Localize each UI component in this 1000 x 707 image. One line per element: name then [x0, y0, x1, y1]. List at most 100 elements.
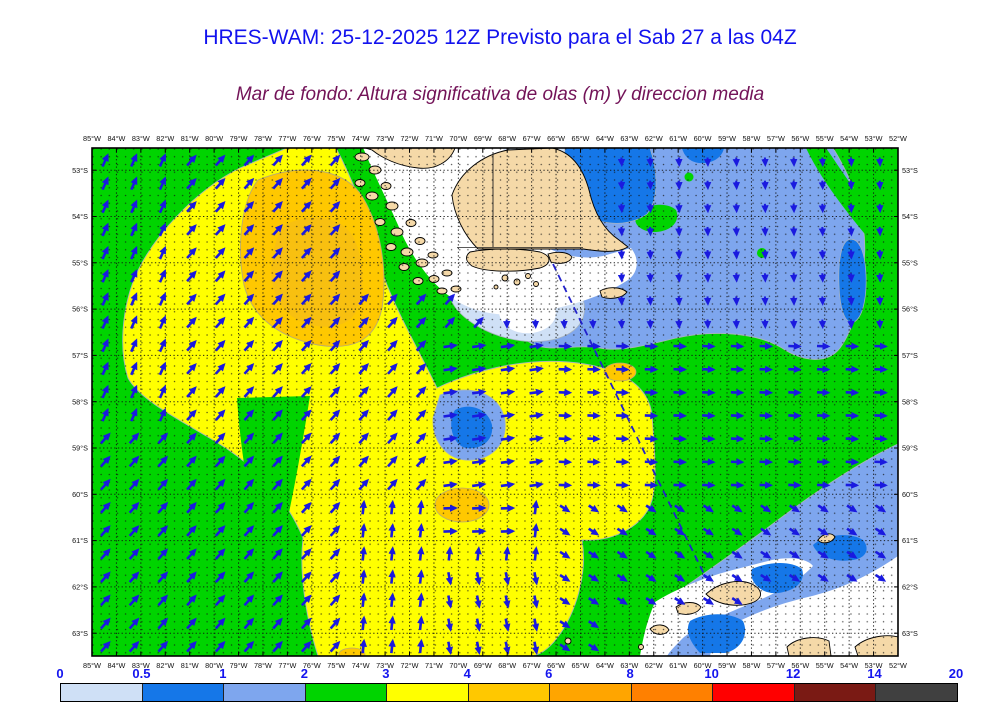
wave-direction-arrow: [645, 573, 657, 582]
wave-direction-arrow: [186, 293, 197, 306]
wave-direction-arrow: [243, 432, 255, 445]
wave-direction-arrow: [388, 546, 396, 561]
wave-direction-arrow: [214, 640, 226, 653]
wave-direction-arrow: [417, 569, 425, 584]
wave-direction-arrow: [443, 365, 458, 373]
wave-direction-arrow: [272, 617, 283, 630]
wave-direction-arrow: [272, 154, 283, 167]
wave-direction-arrow: [471, 411, 487, 420]
wave-direction-arrow: [130, 222, 138, 237]
wave-direction-arrow: [587, 620, 600, 629]
wave-direction-arrow: [130, 361, 138, 376]
wave-direction-arrow: [587, 597, 600, 605]
wave-direction-arrow: [587, 504, 600, 513]
lat-label-right: 54°S: [902, 212, 918, 221]
wave-direction-arrow: [300, 548, 312, 560]
wave-direction-arrow: [359, 638, 368, 654]
lat-label-right: 55°S: [902, 258, 918, 267]
lat-label-left: 58°S: [72, 397, 88, 406]
wave-direction-arrow: [101, 292, 109, 306]
wave-direction-arrow: [157, 617, 169, 630]
wave-direction-arrow: [529, 365, 544, 373]
wave-direction-arrow: [415, 432, 427, 445]
wave-direction-arrow: [587, 550, 600, 559]
lon-label-top: 61°W: [669, 134, 687, 143]
wave-direction-arrow: [272, 594, 283, 607]
wave-direction-arrow: [329, 316, 341, 329]
lon-label-bottom: 85°W: [83, 661, 101, 670]
wave-direction-arrow: [702, 597, 714, 605]
wave-direction-arrow: [358, 339, 369, 352]
wave-direction-arrow: [214, 594, 226, 607]
wave-direction-arrow: [186, 363, 197, 375]
wave-direction-arrow: [587, 527, 600, 536]
wave-direction-arrow: [817, 550, 829, 559]
lat-label-right: 56°S: [902, 305, 918, 314]
wave-direction-arrow: [531, 499, 540, 515]
lat-label-left: 57°S: [72, 351, 88, 360]
wave-direction-arrow: [186, 617, 197, 630]
wave-direction-arrow: [471, 388, 487, 397]
wave-direction-arrow: [387, 409, 398, 421]
wave-direction-arrow: [158, 268, 167, 283]
wave-direction-arrow: [272, 247, 283, 259]
colorbar-tick-label: 6: [545, 666, 553, 681]
wave-direction-arrow: [359, 615, 368, 631]
wave-direction-arrow: [874, 504, 887, 513]
lon-label-top: 55°W: [816, 134, 834, 143]
colorbar-segment-3-4: [387, 684, 469, 701]
wave-direction-arrow: [101, 315, 109, 330]
wave-direction-arrow: [243, 247, 255, 259]
lon-label-bottom: 73°W: [376, 661, 394, 670]
wave-direction-arrow: [616, 527, 628, 536]
wave-direction-arrow: [846, 550, 858, 559]
lon-label-top: 72°W: [401, 134, 419, 143]
lon-label-bottom: 66°W: [547, 661, 565, 670]
wave-direction-arrow: [300, 478, 312, 491]
wave-direction-arrow: [388, 615, 396, 631]
wave-direction-arrow: [415, 409, 427, 421]
lat-label-left: 55°S: [72, 258, 88, 267]
wave-direction-arrow: [329, 501, 341, 514]
wave-direction-arrow: [300, 247, 312, 259]
wave-direction-arrow: [186, 478, 197, 491]
wave-direction-arrow: [272, 316, 283, 329]
wave-direction-arrow: [559, 573, 571, 582]
wave-direction-arrow: [388, 522, 396, 538]
colorbar-tick-label: 0.5: [132, 666, 151, 681]
wave-direction-arrow: [874, 550, 887, 559]
lat-label-right: 57°S: [902, 351, 918, 360]
wave-direction-arrow: [358, 432, 369, 445]
wave-direction-arrow: [300, 293, 312, 306]
page-subtitle: Mar de fondo: Altura significativa de ol…: [235, 84, 765, 105]
wave-direction-arrow: [529, 411, 544, 420]
lon-label-bottom: 79°W: [230, 661, 248, 670]
wave-direction-arrow: [559, 504, 571, 513]
lon-label-bottom: 70°W: [449, 661, 467, 670]
wave-direction-arrow: [157, 455, 169, 468]
wave-direction-arrow: [529, 342, 544, 350]
wave-direction-arrow: [272, 409, 283, 421]
wave-direction-arrow: [329, 177, 341, 190]
wave-direction-arrow: [158, 407, 167, 422]
colorbar-tick-label: 8: [626, 666, 634, 681]
lon-label-top: 78°W: [254, 134, 272, 143]
wave-direction-arrow: [158, 245, 167, 260]
colorbar-segment-4-6: [468, 684, 551, 701]
wave-direction-arrow: [186, 200, 197, 213]
wave-direction-arrow: [329, 293, 341, 306]
lon-label-bottom: 63°W: [620, 661, 638, 670]
lon-label-top: 77°W: [278, 134, 296, 143]
lon-label-top: 54°W: [840, 134, 858, 143]
wave-direction-arrow: [100, 594, 111, 607]
wave-direction-arrow: [415, 455, 427, 468]
colorbar-tick-label: 3: [382, 666, 390, 681]
wave-direction-arrow: [474, 572, 482, 586]
wave-direction-arrow: [329, 363, 341, 375]
colorbar-tick-label: 10: [704, 666, 719, 681]
wave-direction-arrow: [243, 571, 255, 584]
wave-direction-arrow: [214, 432, 226, 445]
wave-direction-arrow: [471, 435, 487, 443]
wave-direction-arrow: [272, 571, 283, 584]
wave-direction-arrow: [243, 339, 255, 352]
